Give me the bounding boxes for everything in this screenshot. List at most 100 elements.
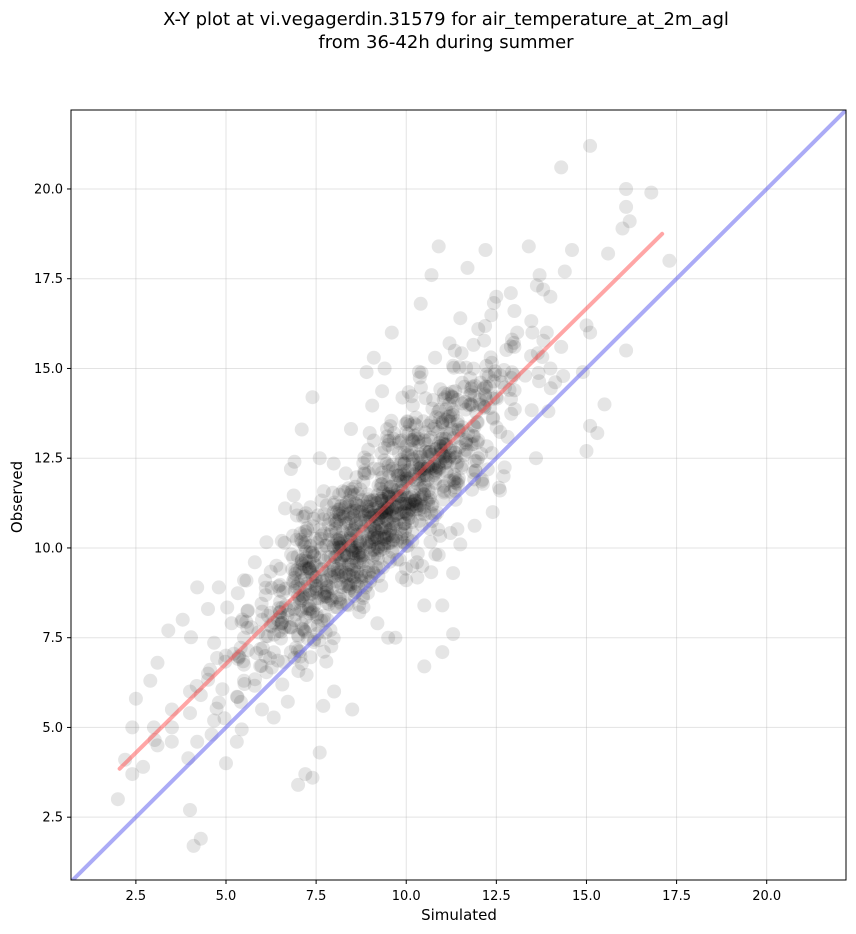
data-point: [447, 475, 462, 490]
data-point: [321, 597, 336, 612]
data-point: [437, 478, 452, 493]
data-point: [424, 506, 439, 521]
data-point: [431, 404, 446, 419]
data-point: [424, 485, 439, 500]
data-point: [344, 422, 358, 436]
data-point: [125, 767, 140, 782]
data-point: [405, 457, 420, 472]
data-point: [233, 694, 248, 709]
data-point: [363, 524, 378, 539]
data-point: [424, 415, 439, 430]
data-point: [446, 360, 461, 375]
data-point: [298, 610, 313, 625]
data-point: [506, 335, 521, 350]
data-point: [272, 583, 287, 598]
data-point: [404, 442, 419, 457]
data-point: [388, 464, 403, 478]
data-point: [311, 508, 326, 523]
data-point: [327, 497, 341, 512]
data-point: [305, 545, 320, 560]
data-point: [444, 389, 459, 404]
data-point: [294, 616, 309, 631]
data-point: [424, 499, 439, 514]
data-point: [466, 361, 481, 376]
data-point: [326, 538, 341, 553]
data-point: [357, 509, 372, 523]
data-point: [426, 393, 441, 407]
data-point: [240, 620, 255, 635]
data-point: [431, 239, 446, 254]
data-point: [343, 523, 358, 538]
data-point: [400, 415, 415, 430]
data-point: [331, 568, 346, 583]
data-point: [404, 502, 419, 517]
data-point: [357, 463, 372, 478]
data-point: [539, 325, 554, 340]
data-point: [274, 615, 289, 630]
data-point: [557, 264, 572, 279]
data-point: [329, 516, 343, 531]
data-point: [235, 612, 250, 627]
data-point: [293, 649, 308, 664]
data-point: [333, 576, 348, 591]
data-point: [386, 532, 401, 547]
data-point: [404, 497, 419, 512]
data-point: [381, 458, 396, 473]
data-point: [426, 468, 441, 483]
data-point: [348, 479, 363, 494]
data-point: [408, 498, 423, 513]
data-point: [293, 526, 308, 541]
data-point: [338, 485, 352, 500]
data-point: [377, 541, 391, 556]
data-point: [298, 550, 313, 565]
data-point: [381, 515, 396, 530]
data-point: [465, 379, 480, 394]
data-point: [345, 569, 360, 583]
data-point: [366, 350, 381, 365]
data-point: [314, 541, 329, 556]
data-point: [310, 618, 325, 633]
data-point: [327, 569, 342, 584]
data-point: [381, 630, 396, 645]
data-point: [321, 533, 336, 547]
data-point: [368, 493, 382, 508]
data-point: [345, 510, 360, 525]
data-point: [308, 531, 323, 546]
data-point: [377, 504, 391, 519]
data-point: [183, 706, 197, 721]
data-point: [391, 506, 406, 521]
data-point: [325, 580, 340, 595]
data-point: [288, 563, 303, 578]
data-point: [323, 550, 338, 565]
data-point: [417, 433, 432, 448]
data-point: [306, 556, 321, 571]
data-point: [369, 523, 384, 538]
data-point: [421, 418, 436, 433]
data-point: [355, 548, 370, 563]
data-point: [473, 375, 488, 390]
data-point: [399, 506, 414, 521]
data-point: [346, 551, 361, 566]
data-point: [303, 618, 318, 633]
data-point: [427, 508, 442, 523]
data-point: [319, 595, 334, 610]
data-point: [439, 402, 453, 417]
data-point: [319, 578, 334, 592]
data-point: [353, 545, 368, 560]
data-point: [470, 435, 485, 450]
data-point: [394, 452, 409, 467]
data-point: [294, 565, 309, 580]
data-point: [343, 505, 358, 520]
data-point: [439, 425, 454, 440]
data-point: [353, 548, 368, 563]
data-point: [322, 527, 337, 542]
data-point: [379, 530, 394, 545]
data-point: [361, 492, 376, 507]
data-point: [328, 521, 343, 536]
data-point: [254, 596, 269, 611]
data-point: [334, 556, 349, 571]
data-point: [401, 503, 416, 518]
data-point: [352, 549, 366, 564]
data-point: [403, 495, 418, 510]
data-point: [442, 450, 457, 465]
